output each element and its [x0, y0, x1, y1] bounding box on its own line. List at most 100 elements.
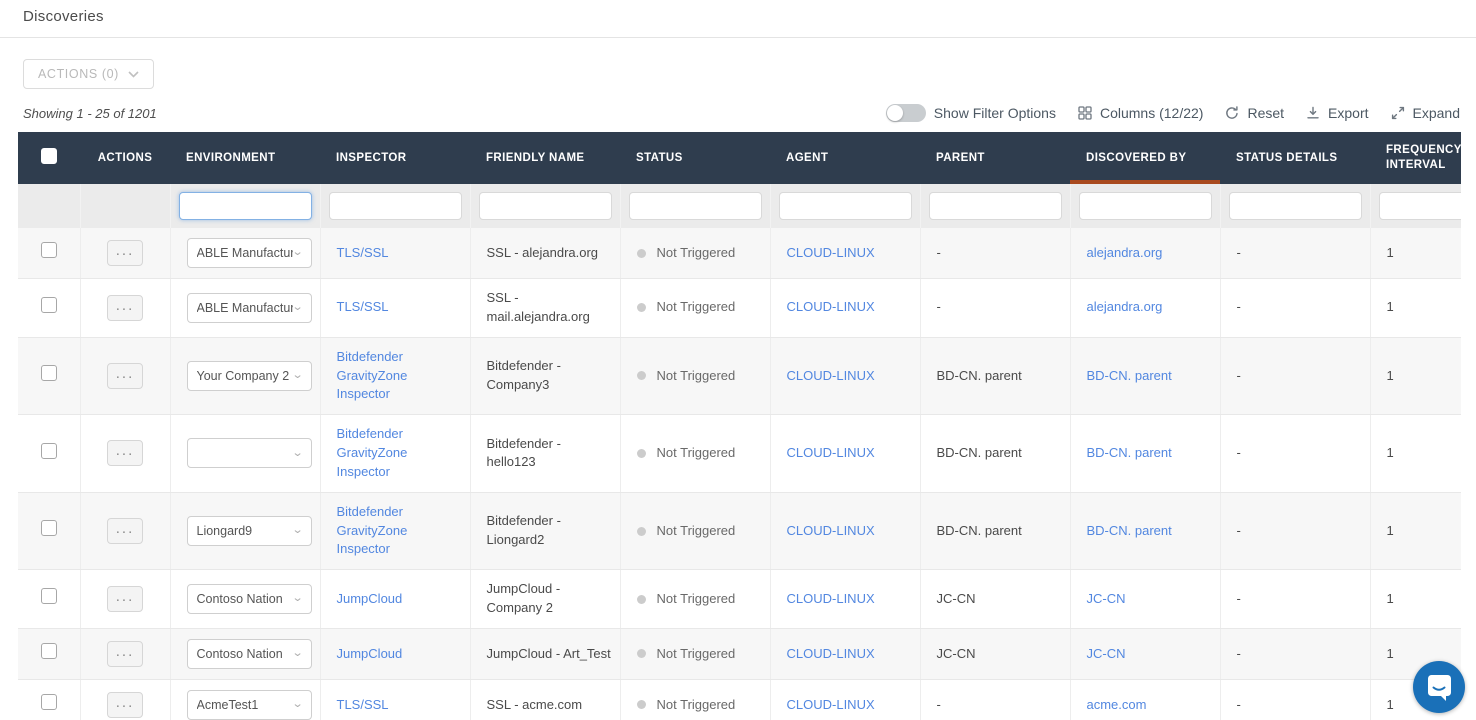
row-checkbox[interactable]	[40, 296, 57, 313]
status-label: Not Triggered	[656, 590, 736, 606]
environment-select[interactable]: ABLE Manufactur... ⌄	[186, 292, 312, 323]
discovered-by-filter-input[interactable]	[1078, 192, 1212, 220]
status-cell: Not Triggered	[636, 522, 762, 541]
columns-button[interactable]: Columns (12/22)	[1078, 105, 1203, 121]
row-checkbox[interactable]	[40, 442, 57, 459]
actions-button[interactable]: ACTIONS (0)	[23, 59, 154, 89]
row-checkbox[interactable]	[40, 242, 57, 259]
agent-link[interactable]: CLOUD-LINUX	[786, 367, 875, 383]
table-row: ... Contoso Nation ⌄ JumpCloud JumpCloud…	[18, 628, 1461, 680]
ellipsis-icon: ...	[115, 296, 135, 314]
export-label: Export	[1328, 105, 1369, 121]
discovered-by-link[interactable]: JC-CN	[1086, 590, 1126, 606]
header-agent[interactable]: AGENT	[770, 132, 920, 184]
chat-widget-button[interactable]	[1413, 661, 1465, 713]
parent-cell: BD-CN. parent	[920, 492, 1071, 571]
header-parent[interactable]: PARENT	[920, 132, 1070, 184]
discovered-by-link[interactable]: BD-CN. parent	[1086, 367, 1172, 383]
header-status[interactable]: STATUS	[620, 132, 770, 184]
row-actions-menu-button[interactable]: ...	[107, 362, 143, 389]
row-actions-menu-button[interactable]: ...	[107, 691, 143, 718]
environment-select[interactable]: Liongard9 ⌄	[186, 516, 312, 547]
row-actions-menu-button[interactable]: ...	[107, 294, 143, 321]
agent-link[interactable]: CLOUD-LINUX	[786, 522, 875, 538]
friendly-name-cell: SSL - alejandra.org	[470, 228, 621, 279]
environment-select[interactable]: Your Company 2 ⌄	[186, 360, 312, 391]
header-status-details[interactable]: STATUS DETAILS	[1220, 132, 1370, 184]
inspector-link[interactable]: Bitdefender GravityZone Inspector	[336, 426, 408, 479]
discovered-by-link[interactable]: alejandra.org	[1086, 299, 1163, 315]
header-friendly-name[interactable]: FRIENDLY NAME	[470, 132, 620, 184]
status-dot-icon	[636, 700, 646, 710]
friendly-name-cell: JumpCloud - Art_Test	[470, 628, 621, 680]
environment-select[interactable]: Contoso Nation ⌄	[186, 638, 312, 669]
status-details-cell: -	[1220, 228, 1371, 279]
inspector-link[interactable]: Bitdefender GravityZone Inspector	[336, 503, 408, 557]
frequency-interval-cell: 1	[1370, 278, 1461, 338]
row-checkbox[interactable]	[40, 520, 57, 537]
environment-select[interactable]: AcmeTest1 ⌄	[186, 689, 312, 720]
row-checkbox[interactable]	[40, 588, 57, 605]
status-cell: Not Triggered	[636, 696, 762, 715]
agent-link[interactable]: CLOUD-LINUX	[786, 590, 875, 606]
row-actions-menu-button[interactable]: ...	[107, 586, 143, 613]
chevron-down-icon: ⌄	[291, 246, 304, 259]
table-row: ... ABLE Manufactur... ⌄ TLS/SSL SSL - a…	[18, 228, 1461, 279]
agent-link[interactable]: CLOUD-LINUX	[786, 645, 875, 661]
discovered-by-link[interactable]: alejandra.org	[1086, 244, 1163, 260]
agent-link[interactable]: CLOUD-LINUX	[786, 445, 875, 461]
row-actions-menu-button[interactable]: ...	[107, 240, 143, 266]
frequency-interval-cell: 1	[1370, 569, 1461, 629]
chat-bubble-icon	[1428, 675, 1451, 701]
friendly-name-cell: Bitdefender - Company3	[470, 337, 621, 416]
frequency-interval-filter-input[interactable]	[1378, 192, 1461, 220]
row-checkbox[interactable]	[40, 643, 57, 660]
show-filter-options-toggle[interactable]	[885, 104, 926, 122]
header-frequency-interval[interactable]: FREQUENCY INTERVAL	[1370, 132, 1461, 184]
expand-button[interactable]: Expand	[1391, 105, 1460, 121]
agent-filter-input[interactable]	[778, 192, 912, 220]
agent-link[interactable]: CLOUD-LINUX	[786, 299, 875, 315]
agent-link[interactable]: CLOUD-LINUX	[786, 696, 875, 712]
row-actions-menu-button[interactable]: ...	[107, 640, 143, 667]
status-label: Not Triggered	[656, 696, 736, 712]
discovered-by-link[interactable]: BD-CN. parent	[1086, 522, 1172, 538]
environment-select[interactable]: Contoso Nation ⌄	[186, 584, 312, 615]
header-inspector[interactable]: INSPECTOR	[320, 132, 470, 184]
export-button[interactable]: Export	[1306, 105, 1369, 121]
row-checkbox[interactable]	[40, 694, 57, 711]
chevron-down-icon: ⌄	[291, 592, 304, 605]
row-actions-menu-button[interactable]: ...	[107, 440, 143, 467]
discovered-by-link[interactable]: acme.com	[1086, 696, 1147, 712]
inspector-link[interactable]: TLS/SSL	[336, 299, 389, 315]
agent-link[interactable]: CLOUD-LINUX	[786, 244, 875, 260]
inspector-link[interactable]: JumpCloud	[336, 590, 403, 606]
select-all-checkbox[interactable]	[41, 147, 57, 164]
view-controls: Show Filter Options Columns (12/22) Rese…	[885, 104, 1460, 122]
status-details-cell: -	[1220, 278, 1371, 338]
inspector-link[interactable]: TLS/SSL	[336, 696, 389, 712]
friendly-name-filter-input[interactable]	[478, 192, 612, 220]
download-icon	[1307, 106, 1319, 119]
parent-filter-input[interactable]	[928, 192, 1062, 220]
parent-cell: -	[920, 228, 1071, 279]
header-discovered-by[interactable]: DISCOVERED BY	[1070, 132, 1220, 184]
status-filter-input[interactable]	[628, 192, 762, 220]
header-environment[interactable]: ENVIRONMENT	[170, 132, 320, 184]
status-details-filter-input[interactable]	[1228, 192, 1362, 220]
environment-select[interactable]: ABLE Manufactur... ⌄	[186, 238, 312, 268]
inspector-link[interactable]: Bitdefender GravityZone Inspector	[336, 348, 408, 402]
table-row: ... AcmeTest1 ⌄ TLS/SSL SSL - acme.com N…	[18, 679, 1461, 720]
row-checkbox[interactable]	[40, 365, 57, 382]
inspector-filter-input[interactable]	[328, 192, 462, 220]
discovered-by-link[interactable]: JC-CN	[1086, 645, 1126, 661]
ellipsis-icon: ...	[115, 520, 135, 538]
status-details-cell: -	[1220, 337, 1371, 416]
inspector-link[interactable]: TLS/SSL	[336, 244, 389, 260]
environment-filter-input[interactable]	[178, 192, 312, 220]
discovered-by-link[interactable]: BD-CN. parent	[1086, 445, 1172, 461]
row-actions-menu-button[interactable]: ...	[107, 518, 143, 545]
environment-select[interactable]: ⌄	[186, 438, 312, 469]
inspector-link[interactable]: JumpCloud	[336, 645, 403, 661]
reset-button[interactable]: Reset	[1225, 105, 1284, 121]
